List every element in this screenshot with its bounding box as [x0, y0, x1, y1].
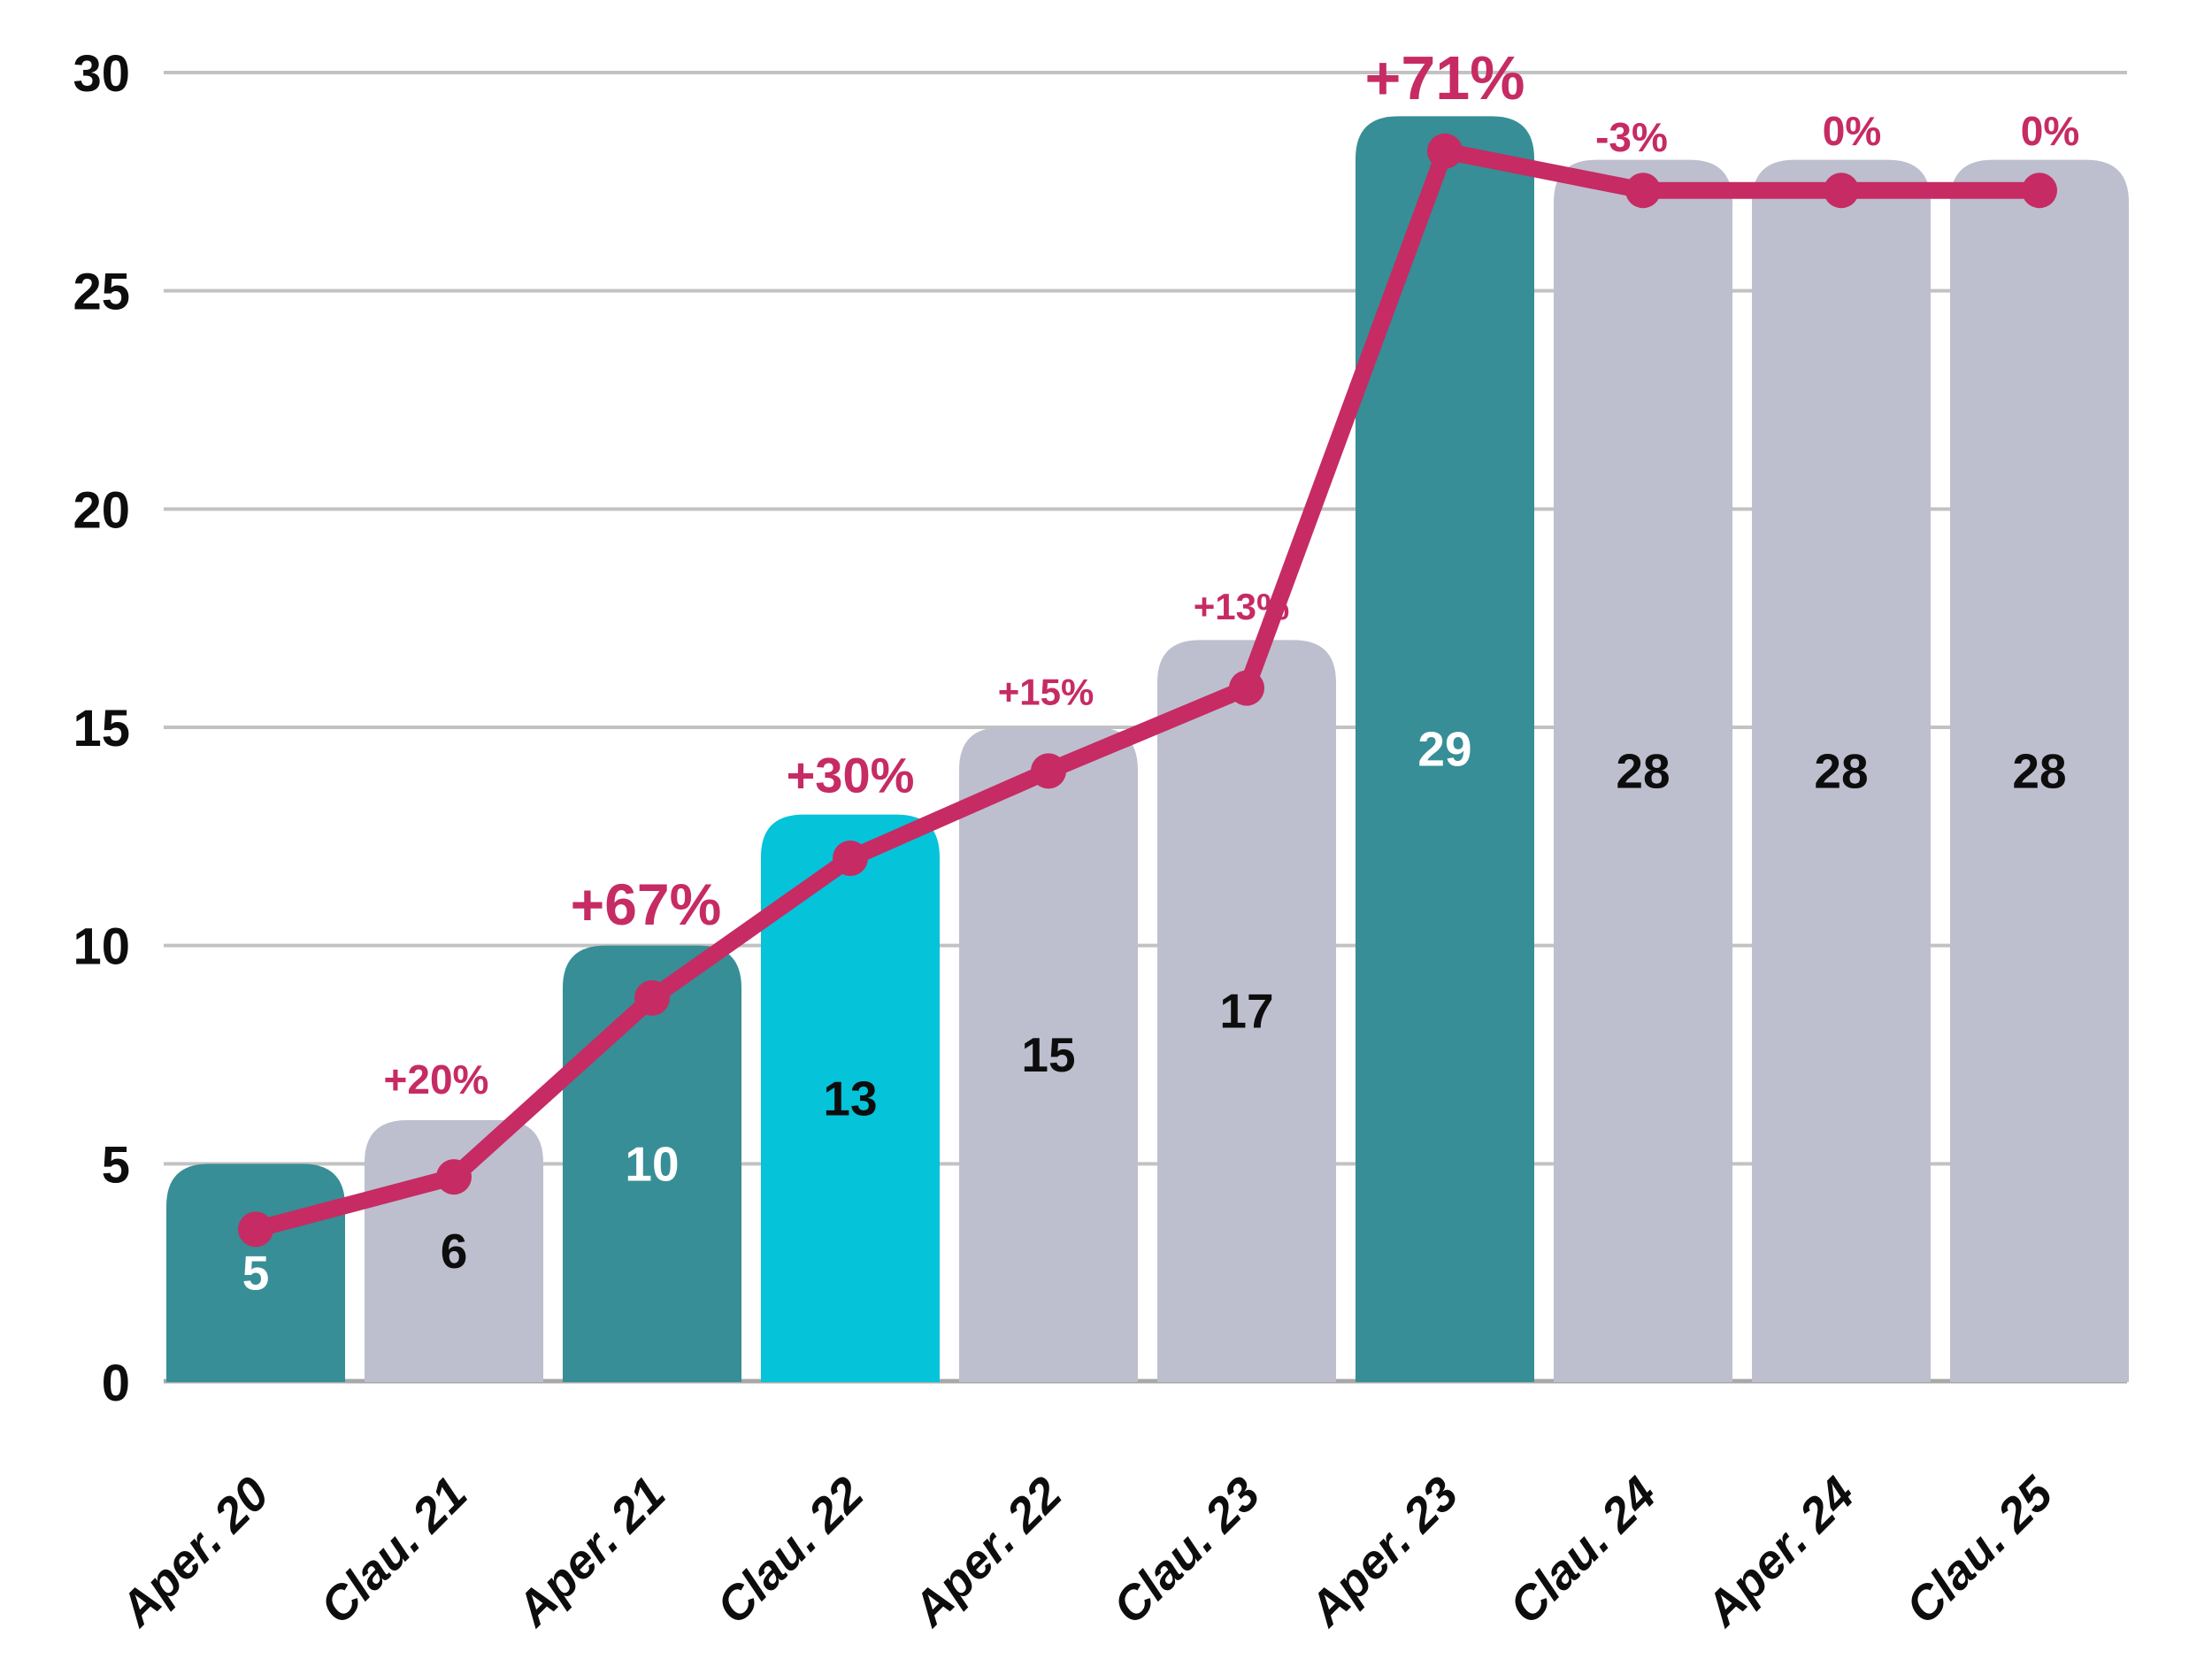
trend-point: [833, 841, 868, 877]
trend-line: [247, 142, 2048, 1238]
y-tick-label: 15: [73, 700, 130, 757]
bar-Clau. 22: [761, 814, 940, 1382]
pct-change-label: +71%: [1365, 43, 1525, 112]
trend-point: [1031, 753, 1066, 789]
pct-change-label: +13%: [1194, 586, 1290, 627]
x-category-label: Aper. 24: [1694, 1467, 1864, 1637]
bar-value-label: 29: [1417, 722, 1471, 777]
pct-change-label: -3%: [1595, 114, 1668, 160]
trend-point: [1427, 133, 1463, 169]
pct-change-label: +20%: [384, 1056, 489, 1102]
bar-Aper. 21: [563, 945, 741, 1382]
x-category-label: Clau. 25: [1896, 1466, 2064, 1634]
bar-Clau. 24: [1554, 159, 1732, 1382]
pct-change-label: +15%: [998, 672, 1094, 713]
y-tick-label: 5: [102, 1136, 130, 1194]
pct-change-label: 0%: [1823, 108, 1881, 154]
bar-value-label: 15: [1021, 1027, 1075, 1082]
x-category-label: Aper. 21: [505, 1467, 675, 1637]
y-tick-label: 30: [73, 45, 130, 103]
trend-point: [2022, 173, 2057, 209]
trend-point: [436, 1159, 472, 1195]
y-tick-label: 0: [102, 1355, 130, 1412]
x-category-label: Aper. 22: [902, 1467, 1071, 1637]
bar-value-label: 13: [823, 1071, 877, 1125]
y-tick-label: 10: [73, 918, 130, 976]
x-category-label: Clau. 24: [1500, 1467, 1667, 1634]
trend-point: [238, 1211, 273, 1248]
bar-value-label: 28: [1814, 743, 1868, 798]
bar-value-label: 6: [441, 1224, 468, 1279]
trend-point: [1625, 173, 1661, 209]
x-category-label: Aper. 23: [1298, 1467, 1468, 1637]
bar-value-label: 10: [625, 1136, 679, 1191]
y-tick-label: 25: [73, 264, 130, 321]
bar-Aper. 23: [1356, 116, 1534, 1382]
bar-value-label: 5: [242, 1246, 270, 1301]
bar-value-label: 17: [1219, 984, 1273, 1039]
x-category-label: Aper. 20: [109, 1467, 279, 1637]
bar-value-label: 28: [2012, 743, 2066, 798]
bar-Clau. 25: [1950, 159, 2129, 1382]
pct-change-label: +67%: [571, 872, 722, 937]
trend-point: [1229, 670, 1264, 706]
x-category-label: Clau. 21: [311, 1467, 478, 1634]
trend-point: [634, 979, 670, 1016]
y-tick-label: 20: [73, 481, 130, 539]
bar-value-label: 28: [1616, 743, 1670, 798]
pct-change-label: +30%: [787, 747, 915, 803]
x-category-label: Clau. 23: [1103, 1467, 1271, 1634]
x-category-label: Clau. 22: [707, 1467, 874, 1634]
pct-change-label: 0%: [2021, 108, 2079, 154]
bar-Aper. 22: [959, 727, 1138, 1382]
bar-Clau. 23: [1157, 640, 1336, 1382]
bar-Aper. 24: [1752, 159, 1931, 1382]
trend-point: [1824, 173, 1859, 209]
